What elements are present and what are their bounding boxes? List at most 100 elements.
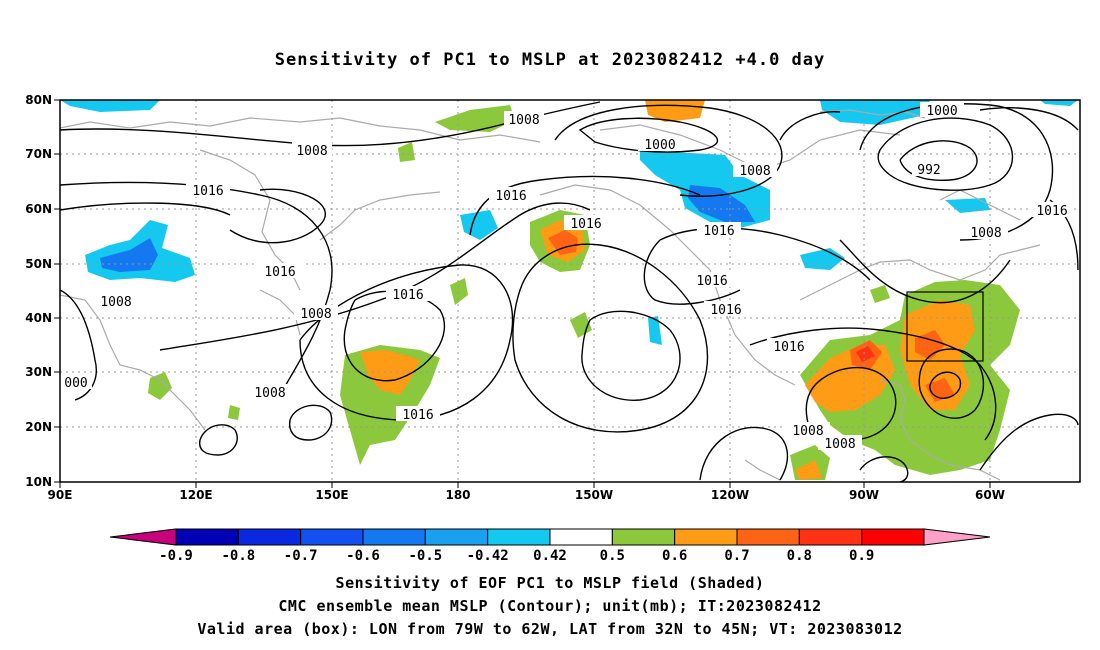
- svg-text:1016: 1016: [192, 184, 223, 199]
- svg-text:120E: 120E: [179, 488, 212, 502]
- svg-text:1016: 1016: [570, 217, 601, 232]
- lon-tick: 120E: [179, 482, 213, 502]
- colorbar-cell: [798, 528, 863, 546]
- svg-text:50N: 50N: [25, 257, 52, 271]
- lat-tick: 80N: [25, 93, 60, 107]
- contour-label: 000: [60, 374, 92, 391]
- colorbar-cell: [487, 528, 551, 546]
- svg-text:1016: 1016: [773, 340, 804, 355]
- svg-text:90W: 90W: [849, 488, 879, 502]
- lat-tick: 60N: [25, 202, 60, 216]
- lat-tick: 10N: [25, 475, 60, 489]
- colorbar-label: 0.8: [787, 548, 812, 564]
- contour-label: 1008: [294, 305, 338, 322]
- contour-label: 1008: [94, 293, 138, 310]
- colorbar-label: -0.42: [467, 548, 509, 564]
- svg-text:1016: 1016: [1036, 204, 1067, 219]
- lat-tick: 50N: [25, 257, 60, 271]
- svg-text:1016: 1016: [696, 274, 727, 289]
- lon-tick: 180: [445, 482, 471, 502]
- contour-label: 1008: [733, 162, 777, 179]
- colorbar: -0.9 -0.8 -0.7 -0.6 -0.5 -0.42 0.42 0.5 0.6 0.7 0.…: [109, 528, 991, 564]
- colorbar-min-arrow: [109, 528, 177, 546]
- longitude-axis: 90E 120E 150E 180 150W 120W 90W 60W: [48, 482, 1005, 502]
- contour-label: 1016: [767, 338, 811, 355]
- coastlines: [59, 109, 1041, 481]
- colorbar-label: -0.8: [221, 548, 255, 564]
- lat-tick: 30N: [25, 365, 60, 379]
- svg-text:1008: 1008: [792, 424, 823, 439]
- svg-text:1008: 1008: [100, 295, 131, 310]
- colorbar-cell: [736, 528, 800, 546]
- svg-text:20N: 20N: [25, 420, 52, 434]
- svg-text:180: 180: [445, 488, 470, 502]
- svg-text:1008: 1008: [739, 164, 770, 179]
- svg-text:40N: 40N: [25, 311, 52, 325]
- contour-label: 1016: [704, 301, 748, 318]
- svg-text:1016: 1016: [392, 288, 423, 303]
- contour-label: 1016: [396, 406, 440, 423]
- svg-text:1008: 1008: [254, 386, 285, 401]
- lat-tick: 20N: [25, 420, 60, 434]
- lon-tick: 60W: [975, 482, 1005, 502]
- svg-text:1016: 1016: [710, 303, 741, 318]
- colorbar-max-arrow: [923, 528, 991, 546]
- svg-text:1000: 1000: [644, 138, 675, 153]
- svg-text:1016: 1016: [264, 265, 295, 280]
- caption-line-1: Sensitivity of EOF PC1 to MSLP field (Sh…: [335, 574, 765, 592]
- contour-label: 1000: [920, 102, 964, 119]
- lat-tick: 70N: [25, 147, 60, 161]
- contour-label: 1016: [697, 222, 741, 239]
- caption-line-2: CMC ensemble mean MSLP (Contour); unit(m…: [278, 597, 822, 615]
- latitude-axis: 80N 70N 60N 50N 40N 30N 20N 10N: [25, 93, 60, 489]
- contour-label: 1016: [386, 286, 430, 303]
- svg-text:80N: 80N: [25, 93, 52, 107]
- contour-label: 1008: [818, 435, 862, 452]
- svg-text:10N: 10N: [25, 475, 52, 489]
- colorbar-label: -0.6: [346, 548, 380, 564]
- lat-tick: 40N: [25, 311, 60, 325]
- svg-text:150E: 150E: [315, 488, 348, 502]
- svg-text:1016: 1016: [402, 408, 433, 423]
- sensitivity-shading: [60, 100, 1078, 480]
- colorbar-label: 0.7: [724, 548, 749, 564]
- contour-label: 1008: [504, 111, 544, 128]
- svg-text:1008: 1008: [508, 113, 539, 128]
- svg-text:1008: 1008: [970, 226, 1001, 241]
- colorbar-cell: [611, 528, 676, 546]
- colorbar-label: 0.9: [849, 548, 874, 564]
- contour-label: 992: [912, 161, 946, 178]
- colorbar-cell: [674, 528, 738, 546]
- contour-label: 1008: [292, 142, 332, 159]
- contour-label: 1016: [564, 215, 608, 232]
- colorbar-label: 0.6: [662, 548, 687, 564]
- svg-text:60W: 60W: [975, 488, 1005, 502]
- svg-text:70N: 70N: [25, 147, 52, 161]
- svg-text:150W: 150W: [575, 488, 613, 502]
- mslp-contours: [59, 101, 1079, 483]
- map-title: Sensitivity of PC1 to MSLP at 2023082412…: [274, 50, 826, 70]
- colorbar-cell: [175, 528, 239, 546]
- contour-label: 1016: [258, 263, 302, 280]
- svg-text:992: 992: [917, 163, 940, 178]
- colorbar-label: -0.5: [408, 548, 442, 564]
- contour-label: 1016: [690, 272, 734, 289]
- colorbar-cell: [549, 528, 613, 546]
- svg-text:1000: 1000: [926, 104, 957, 119]
- svg-text:120W: 120W: [711, 488, 749, 502]
- colorbar-cell: [237, 528, 302, 546]
- contour-label: 1008: [248, 384, 292, 401]
- contour-label: 1008: [786, 422, 830, 439]
- svg-text:90E: 90E: [48, 488, 73, 502]
- colorbar-label: 0.42: [533, 548, 567, 564]
- svg-text:1016: 1016: [703, 224, 734, 239]
- colorbar-cell: [424, 528, 489, 546]
- contour-label: 1016: [489, 187, 533, 204]
- svg-text:1008: 1008: [296, 144, 327, 159]
- contour-label: 1016: [186, 182, 230, 199]
- svg-text:000: 000: [64, 376, 87, 391]
- contour-label: 1000: [638, 136, 682, 153]
- colorbar-cell: [362, 528, 426, 546]
- svg-text:60N: 60N: [25, 202, 52, 216]
